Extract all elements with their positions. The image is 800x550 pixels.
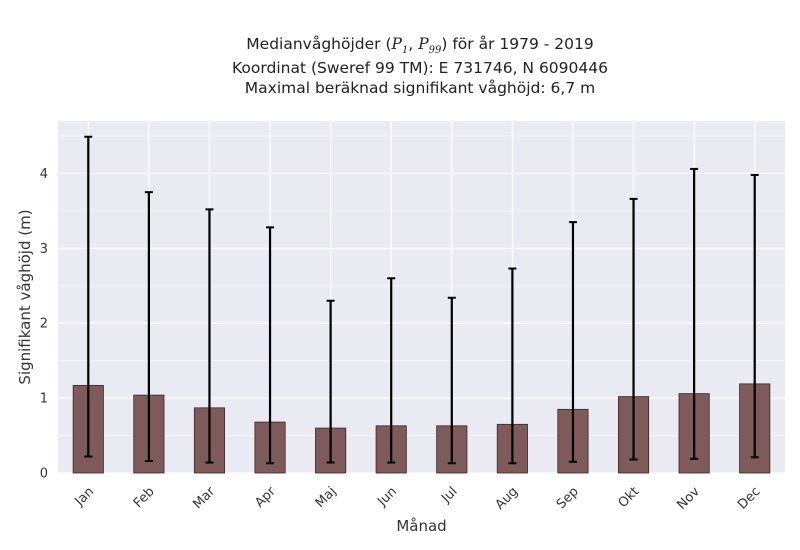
y-ticks: 0 1 2 3 4 <box>40 167 48 482</box>
title-p-low-sub: 1 <box>401 45 409 57</box>
title-p-low-letter: P <box>391 35 402 53</box>
plot-area <box>58 121 785 473</box>
error-bar-jul <box>447 296 456 465</box>
error-bar-feb <box>144 191 153 463</box>
y-tick-label: 0 <box>40 467 48 482</box>
x-tick-label: Nov <box>674 484 703 513</box>
x-tick-label: Apr <box>252 484 279 511</box>
y-tick-label: 3 <box>40 242 48 257</box>
x-tick-label: Jun <box>374 484 400 510</box>
y-tick-label: 1 <box>40 392 48 407</box>
title-p-high-letter: P <box>418 35 429 53</box>
error-bar-mar <box>205 208 214 464</box>
error-bar-aug <box>508 267 517 465</box>
x-tick-label: Jan <box>72 484 97 509</box>
x-tick-label: Maj <box>313 484 340 511</box>
title-p-high: P99 <box>418 35 442 57</box>
title-sep: , <box>408 35 419 53</box>
x-tick-label: Mar <box>190 484 218 512</box>
title-p-low: P1 <box>391 35 409 57</box>
title-suffix: ) för år 1979 - 2019 <box>441 35 594 53</box>
error-bar-maj <box>326 299 335 464</box>
x-tick-label: Dec <box>735 484 763 512</box>
title-p-high-sub: 99 <box>428 45 442 57</box>
x-axis-label: Månad <box>396 517 446 535</box>
x-tick-label: Feb <box>131 484 158 511</box>
error-bar-apr <box>266 226 275 465</box>
x-tick-label: Sep <box>554 484 582 512</box>
error-bar-jan <box>84 135 93 458</box>
x-ticks: Jan Feb Mar Apr Maj Jun Jul Aug Sep Okt Nov Dec <box>72 484 764 513</box>
x-tick-label: Aug <box>493 484 522 513</box>
x-tick-label: Okt <box>616 484 643 511</box>
error-bar-sep <box>568 221 577 463</box>
x-tick-label: Jul <box>438 484 460 506</box>
error-bar-dec <box>750 173 759 459</box>
error-bar-jun <box>387 277 396 464</box>
error-bars <box>84 135 759 465</box>
title-prefix: Medianvåghöjder ( <box>246 35 392 53</box>
error-bar-nov <box>690 167 699 460</box>
chart-subtitle-max-wave: Maximal beräknad signifikant våghöjd: 6,… <box>244 79 596 97</box>
y-tick-label: 4 <box>40 167 48 182</box>
y-tick-label: 2 <box>40 317 48 332</box>
error-bar-okt <box>629 197 638 461</box>
chart-subtitle-coordinates: Koordinat (Sweref 99 TM): E 731746, N 60… <box>232 59 608 77</box>
y-axis-label: Signifikant våghöjd (m) <box>16 209 34 384</box>
chart-title: Medianvåghöjder (P1, P99) för år 1979 - … <box>0 35 800 56</box>
